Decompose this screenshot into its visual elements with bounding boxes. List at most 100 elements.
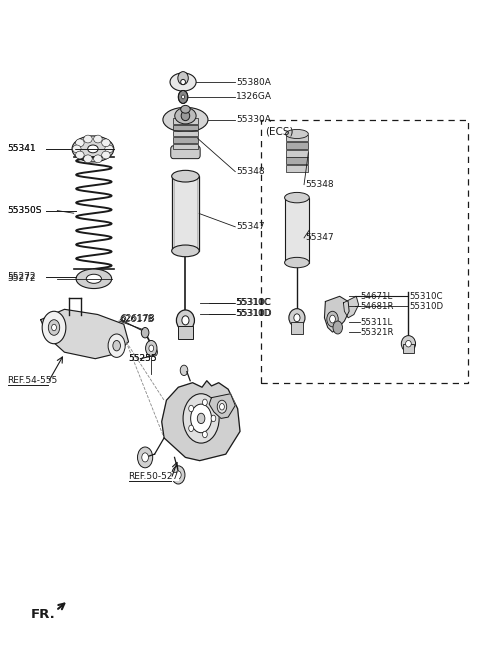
Text: 55321R: 55321R (360, 328, 394, 337)
Circle shape (141, 328, 149, 338)
Circle shape (180, 365, 188, 375)
Ellipse shape (84, 155, 92, 162)
Circle shape (211, 415, 216, 422)
Ellipse shape (175, 107, 196, 124)
Bar (178, 326, 193, 339)
Polygon shape (324, 296, 349, 332)
Text: (ECS): (ECS) (265, 126, 294, 136)
Ellipse shape (180, 105, 190, 113)
Polygon shape (162, 381, 240, 460)
Circle shape (52, 324, 56, 331)
Circle shape (149, 345, 154, 352)
Ellipse shape (76, 139, 84, 147)
Ellipse shape (181, 111, 190, 121)
Ellipse shape (94, 155, 102, 162)
Circle shape (189, 425, 193, 432)
Ellipse shape (286, 130, 308, 138)
Ellipse shape (180, 79, 185, 84)
Circle shape (179, 90, 188, 103)
Text: 55350S: 55350S (8, 206, 42, 215)
Ellipse shape (289, 309, 305, 327)
Bar (261, 120, 468, 383)
Ellipse shape (178, 71, 188, 84)
Polygon shape (343, 296, 359, 318)
Text: 55310D: 55310D (236, 309, 272, 318)
Ellipse shape (76, 269, 112, 289)
Circle shape (172, 466, 185, 484)
Bar (173, 143, 198, 149)
Bar (173, 131, 198, 136)
Ellipse shape (294, 314, 300, 322)
Ellipse shape (285, 193, 309, 203)
Circle shape (48, 320, 60, 335)
Text: 54681R: 54681R (360, 301, 394, 310)
Polygon shape (209, 394, 235, 419)
Ellipse shape (172, 245, 199, 257)
Text: REF.54-555: REF.54-555 (8, 376, 58, 385)
Ellipse shape (182, 316, 189, 325)
Ellipse shape (170, 73, 196, 91)
Bar (173, 119, 198, 124)
Circle shape (113, 341, 120, 351)
Circle shape (137, 447, 153, 468)
Circle shape (181, 95, 184, 99)
Circle shape (203, 399, 207, 405)
Text: REF.50-527: REF.50-527 (129, 472, 179, 481)
Ellipse shape (163, 107, 208, 132)
Bar (285, 198, 309, 263)
Text: 55272: 55272 (8, 274, 36, 284)
Text: 55347: 55347 (236, 222, 265, 231)
Ellipse shape (105, 145, 113, 153)
Circle shape (176, 471, 181, 479)
Circle shape (217, 400, 227, 413)
Circle shape (108, 334, 125, 358)
Ellipse shape (76, 151, 84, 159)
Text: 54671L: 54671L (360, 292, 393, 301)
Bar (172, 176, 199, 251)
Bar (173, 124, 198, 130)
Ellipse shape (86, 274, 101, 284)
Circle shape (219, 403, 224, 410)
Text: 55348: 55348 (305, 180, 334, 189)
Text: 55341: 55341 (8, 144, 36, 153)
Ellipse shape (72, 145, 81, 153)
Polygon shape (41, 309, 129, 359)
Circle shape (152, 348, 157, 356)
Ellipse shape (102, 151, 110, 159)
Text: 55310D: 55310D (235, 309, 271, 318)
Ellipse shape (172, 170, 199, 182)
Circle shape (203, 431, 207, 438)
Text: 55310C: 55310C (410, 292, 444, 301)
Circle shape (197, 413, 205, 424)
Bar (173, 138, 198, 143)
Ellipse shape (94, 135, 102, 143)
Circle shape (142, 453, 148, 462)
Text: 55310D: 55310D (410, 301, 444, 310)
Circle shape (183, 394, 219, 443)
Circle shape (145, 341, 157, 356)
Text: 55330A: 55330A (236, 115, 271, 124)
Ellipse shape (401, 335, 416, 352)
Bar (286, 157, 308, 164)
Text: 1326GA: 1326GA (236, 92, 272, 102)
Text: 55310C: 55310C (236, 298, 271, 307)
Text: 55348: 55348 (236, 167, 265, 176)
Bar (286, 135, 308, 141)
Text: 55347: 55347 (305, 233, 334, 242)
Text: 55380A: 55380A (236, 77, 271, 86)
Circle shape (327, 311, 338, 327)
Text: 55341: 55341 (8, 144, 36, 153)
FancyBboxPatch shape (171, 146, 200, 159)
Text: 55255: 55255 (129, 354, 157, 363)
Bar (286, 142, 308, 149)
Text: 62617B: 62617B (119, 315, 154, 324)
Ellipse shape (84, 135, 92, 143)
Text: 55255: 55255 (129, 354, 157, 363)
Circle shape (189, 405, 193, 412)
Text: FR.: FR. (31, 608, 56, 621)
Circle shape (191, 404, 212, 433)
Ellipse shape (406, 341, 411, 347)
Circle shape (330, 315, 336, 323)
Text: 55272: 55272 (8, 272, 36, 282)
Ellipse shape (177, 310, 194, 331)
